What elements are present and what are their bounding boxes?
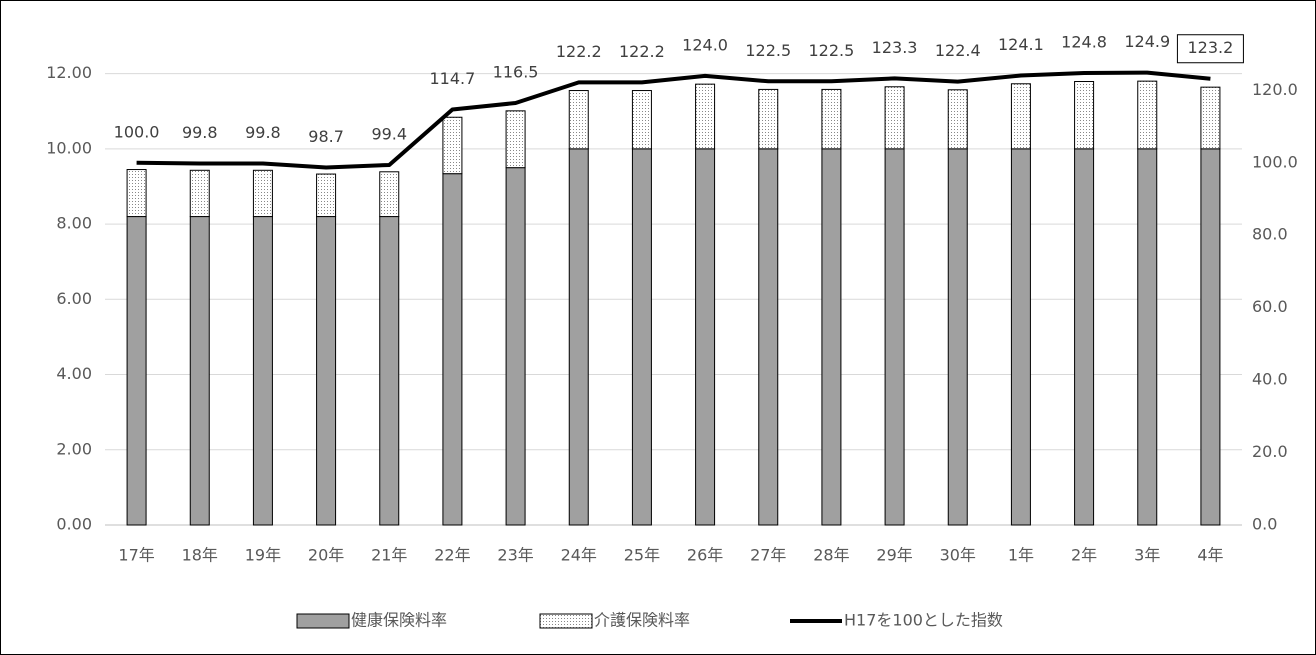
bar [947, 148, 968, 526]
bar [189, 216, 210, 526]
bar [442, 116, 463, 175]
data-label: 98.7 [308, 127, 344, 146]
bar [1074, 148, 1095, 526]
legend-swatch [539, 613, 593, 629]
x-tick-label: 24年 [561, 546, 597, 565]
data-label: 123.2 [1188, 38, 1234, 57]
bar [568, 90, 589, 150]
y-tick-label: 4.00 [56, 364, 92, 383]
data-label: 124.9 [1124, 32, 1170, 51]
x-tick-label: 18年 [182, 546, 218, 565]
bar [126, 169, 147, 218]
x-tick-label: 26年 [687, 546, 723, 565]
data-label: 124.0 [682, 35, 728, 54]
data-label: 124.1 [998, 35, 1044, 54]
x-tick-label: 4年 [1197, 546, 1223, 565]
bar [695, 83, 716, 150]
x-tick-label: 28年 [813, 546, 849, 565]
x-tick-label: 21年 [371, 546, 407, 565]
legend-swatch [296, 613, 350, 629]
bar [189, 169, 210, 218]
bar [1200, 86, 1221, 150]
x-tick-label: 1年 [1008, 546, 1034, 565]
data-label: 116.5 [493, 63, 539, 82]
data-label: 114.7 [430, 69, 476, 88]
x-tick-label: 3年 [1134, 546, 1160, 565]
bar [1200, 148, 1221, 526]
bar [1137, 80, 1158, 150]
y2-tick-label: 40.0 [1252, 370, 1288, 389]
x-tick-label: 2年 [1071, 546, 1097, 565]
bar [1010, 148, 1031, 526]
y2-tick-label: 120.0 [1252, 80, 1298, 99]
data-label: 122.5 [745, 41, 791, 60]
bar [821, 88, 842, 150]
bar [442, 173, 463, 526]
x-tick-label: 30年 [940, 546, 976, 565]
data-label: 100.0 [114, 122, 160, 141]
bar [631, 148, 652, 526]
y-tick-label: 6.00 [56, 289, 92, 308]
x-tick-label: 22年 [434, 546, 470, 565]
y2-tick-label: 80.0 [1252, 225, 1288, 244]
legend-label: H17を100とした指数 [844, 611, 1003, 630]
bar [126, 216, 147, 526]
y-tick-label: 2.00 [56, 439, 92, 458]
y-tick-label: 12.00 [46, 63, 92, 82]
bar [568, 148, 589, 526]
data-label: 122.2 [619, 42, 665, 61]
bar [884, 148, 905, 526]
data-label: 123.3 [872, 38, 918, 57]
bar [505, 110, 526, 169]
y-tick-label: 8.00 [56, 214, 92, 233]
bar [758, 148, 779, 526]
bar [379, 216, 400, 526]
y2-tick-label: 20.0 [1252, 442, 1288, 461]
label-box [1176, 34, 1244, 64]
bar [252, 216, 273, 526]
bar [379, 171, 400, 218]
x-tick-label: 20年 [308, 546, 344, 565]
bar [631, 90, 652, 150]
bar [252, 169, 273, 218]
line [136, 70, 1211, 170]
x-tick-label: 27年 [750, 546, 786, 565]
bar [505, 167, 526, 526]
data-label: 122.5 [809, 41, 855, 60]
y2-tick-label: 0.0 [1252, 515, 1277, 534]
y2-tick-label: 100.0 [1252, 152, 1298, 171]
x-tick-label: 23年 [497, 546, 533, 565]
x-tick-label: 19年 [245, 546, 281, 565]
legend-label: 介護保険料率 [594, 611, 690, 630]
x-tick-label: 25年 [624, 546, 660, 565]
y-tick-label: 0.00 [56, 515, 92, 534]
data-label: 124.8 [1061, 32, 1107, 51]
x-tick-label: 17年 [118, 546, 154, 565]
bar [695, 148, 716, 526]
y-tick-label: 10.00 [46, 138, 92, 157]
data-label: 122.4 [935, 41, 981, 60]
bar [884, 86, 905, 150]
y2-tick-label: 60.0 [1252, 297, 1288, 316]
x-tick-label: 29年 [876, 546, 912, 565]
bar [1074, 81, 1095, 150]
data-label: 122.2 [556, 42, 602, 61]
bar [1137, 148, 1158, 526]
bar [316, 216, 337, 526]
bar [758, 88, 779, 150]
bar [821, 148, 842, 526]
bar [1010, 83, 1031, 150]
data-label: 99.4 [371, 124, 407, 143]
bar [947, 89, 968, 150]
bar [316, 173, 337, 218]
data-label: 99.8 [182, 123, 218, 142]
legend-label: 健康保険料率 [351, 611, 447, 630]
data-label: 99.8 [245, 123, 281, 142]
